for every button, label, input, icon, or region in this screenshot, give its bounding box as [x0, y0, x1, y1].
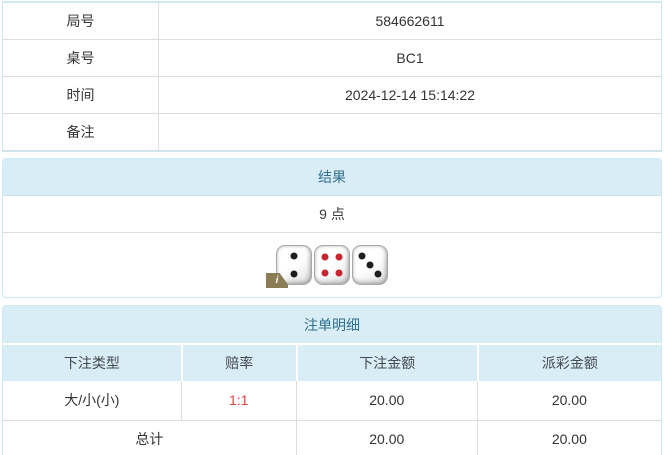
bets-panel: 注单明细 下注类型 赔率 下注金额 派彩金额 大/小(小) 1:1 20.00 …: [2, 305, 662, 455]
remark-label: 备注: [3, 114, 159, 150]
die-pip: [321, 269, 329, 277]
info-row-time: 时间 2024-12-14 15:14:22: [3, 77, 661, 114]
die-pip: [335, 269, 343, 277]
payout-amount-value: 20.00: [476, 381, 661, 420]
table-number-value: BC1: [396, 50, 424, 66]
dice-strip: i: [266, 245, 389, 288]
total-label: 总计: [135, 431, 164, 447]
die-pip: [335, 253, 343, 261]
total-payout-amount: 20.00: [476, 421, 661, 455]
dice-row: i: [3, 233, 661, 297]
dice-images: [275, 245, 389, 285]
bets-header-row: 下注类型 赔率 下注金额 派彩金额: [3, 345, 661, 381]
result-points: 9 点: [3, 196, 661, 233]
total-row: 总计 20.00 20.00: [3, 420, 661, 455]
die-pip: [290, 252, 298, 260]
bet-amount-value: 20.00: [295, 381, 477, 420]
result-panel: 结果 9 点 i: [2, 158, 662, 298]
odds-value: 1:1: [180, 381, 296, 420]
time-value: 2024-12-14 15:14:22: [345, 87, 475, 103]
remark-value: [159, 114, 661, 150]
bet-row: 大/小(小) 1:1 20.00 20.00: [3, 381, 661, 420]
round-number-value: 584662611: [375, 13, 445, 29]
bet-type-value: 大/小(小): [64, 392, 120, 408]
bets-panel-title: 注单明细: [3, 306, 661, 345]
die-pip: [366, 261, 374, 269]
info-row-table: 桌号 BC1: [3, 40, 661, 77]
die-pip: [358, 252, 366, 260]
col-header-odds: 赔率: [180, 345, 296, 381]
result-panel-title: 结果: [3, 159, 661, 196]
time-label: 时间: [3, 77, 159, 113]
col-header-payout-amount: 派彩金额: [476, 345, 661, 381]
col-header-bet-type: 下注类型: [63, 355, 120, 371]
game-info-table: 局号 584662611 桌号 BC1 时间 2024-12-14 15:14:…: [2, 1, 662, 152]
info-row-remark: 备注: [3, 114, 661, 151]
die-pip: [321, 253, 329, 261]
table-number-label: 桌号: [3, 40, 159, 76]
die-pip: [290, 270, 298, 278]
total-bet-amount: 20.00: [295, 421, 477, 455]
col-header-bet-amount: 下注金额: [295, 345, 477, 381]
round-number-label: 局号: [3, 3, 159, 39]
die-pip: [374, 270, 382, 278]
die-face-3: [352, 245, 388, 285]
info-row-round: 局号 584662611: [3, 3, 661, 40]
die-face-4: [314, 245, 350, 285]
